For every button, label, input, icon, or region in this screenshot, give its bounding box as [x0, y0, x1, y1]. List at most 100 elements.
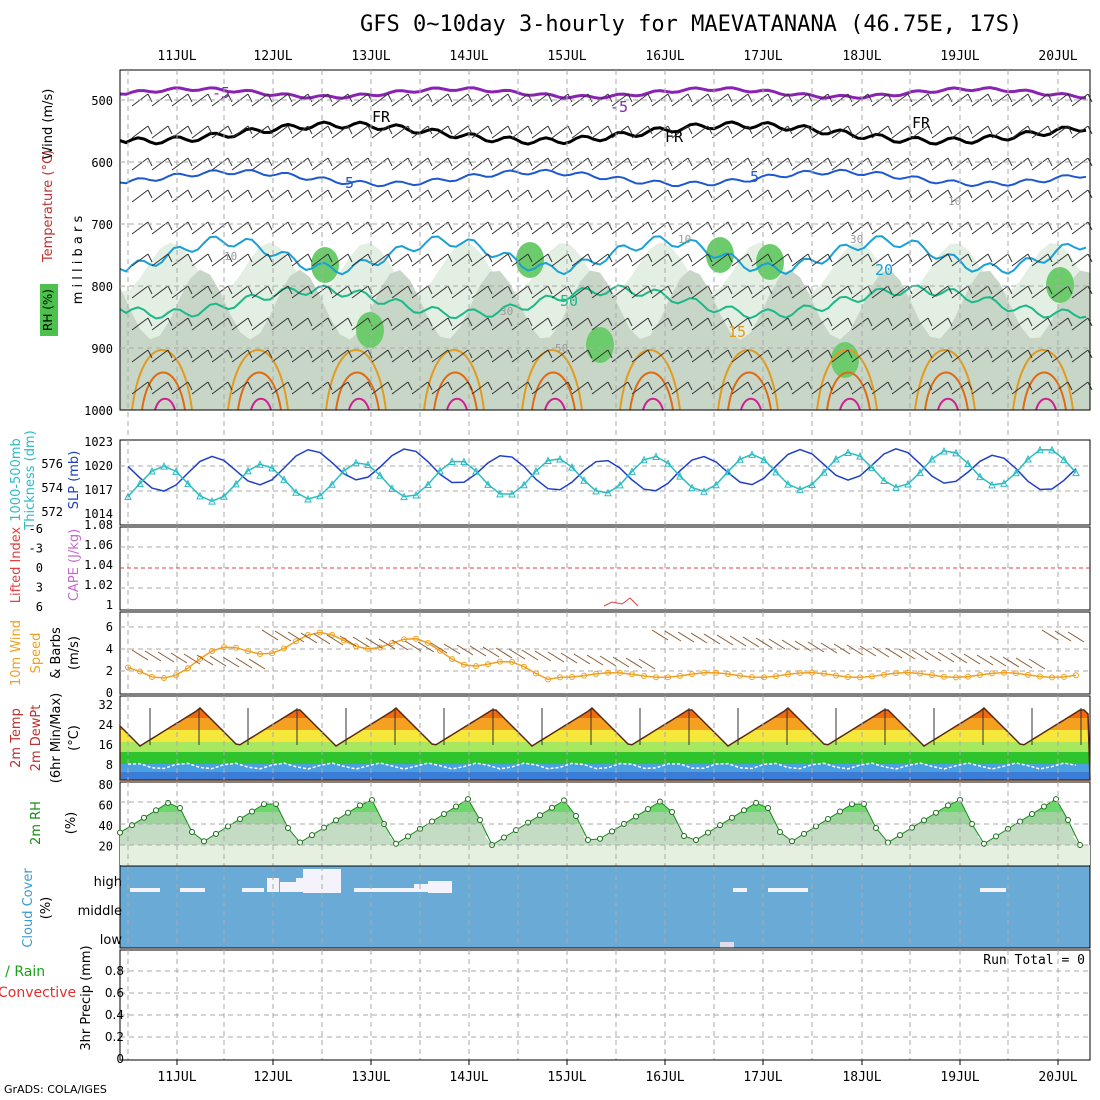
contour-20-arch	[325, 349, 387, 411]
wind-barb-flag	[207, 349, 213, 359]
wind-barb-flag	[267, 285, 273, 295]
wind-barb-flag	[887, 381, 893, 391]
wind10-marker	[785, 671, 791, 678]
thickness-line-marker	[652, 452, 660, 461]
wind-barb-shaft	[131, 381, 149, 395]
wind-barb	[471, 285, 493, 299]
precip-ylabel-convective: Convective	[0, 985, 76, 1001]
wind-barb-shaft	[331, 285, 349, 299]
wind-barb-flag	[807, 253, 813, 263]
wind-barb-shaft	[711, 93, 729, 107]
wind-barb	[971, 317, 993, 331]
wind-barb-shaft	[131, 157, 149, 171]
wind-barb-flag	[747, 189, 753, 199]
wind-barb-flag	[827, 349, 833, 359]
wind-barb-shaft	[1071, 125, 1089, 139]
wind-barb-shaft	[511, 317, 529, 331]
wind-barb	[751, 189, 773, 203]
wind-barb	[491, 253, 513, 267]
wind-barb-shaft	[971, 253, 989, 267]
wind-barb	[751, 349, 773, 363]
rh-marker	[693, 837, 699, 844]
cape-tick: 1	[106, 598, 113, 612]
wind-barb	[671, 285, 693, 299]
rh-marker	[537, 812, 543, 819]
thickness-ylabel-2: Thickness (dm)	[23, 430, 38, 530]
wind-barb	[831, 349, 853, 363]
wind-barb	[251, 317, 273, 331]
wind-barb-shaft	[731, 189, 749, 203]
wind-barb-flag	[967, 253, 973, 263]
contour-freezing-inner	[119, 124, 1087, 148]
wind-barb-flag	[467, 93, 473, 103]
wind-barb-flag	[687, 125, 693, 135]
wind-barb-flag	[187, 189, 193, 199]
wind-barb-shaft	[391, 157, 409, 171]
wind-barb-shaft	[651, 157, 669, 171]
wind-barb	[391, 381, 413, 395]
wind-barb-shaft	[1071, 317, 1089, 331]
wind-barb-shaft	[491, 157, 509, 171]
wind-barb-shaft	[611, 285, 629, 299]
thickness-line-marker	[388, 484, 396, 492]
wind-barb-shaft	[911, 317, 929, 331]
rh-marker	[573, 813, 579, 819]
wind10-barb	[287, 631, 305, 643]
wind-barb	[791, 349, 813, 363]
wind10-barb	[235, 657, 253, 669]
wind-barb-flag	[887, 285, 893, 295]
wind-barb-flag	[947, 221, 953, 231]
wind-barb-flag	[267, 125, 273, 135]
wind-barb	[591, 381, 613, 395]
wind-barb-shaft	[231, 349, 249, 363]
rh2m-tick: 60	[99, 799, 113, 813]
rh-marker	[441, 811, 447, 817]
thickness-line-marker	[232, 479, 240, 488]
thickness-tick: 576	[41, 457, 63, 471]
cloud-high-block	[280, 882, 296, 892]
wind-barb	[471, 317, 493, 331]
wind-barb-shaft	[391, 221, 409, 235]
wind-barb-shaft	[991, 93, 1009, 107]
wind-barb	[571, 253, 593, 267]
wind-barb-shaft	[1051, 349, 1069, 363]
date-label-top: 13JUL	[351, 49, 390, 64]
wind-barb-flag	[427, 189, 433, 199]
thickness-line-marker	[136, 479, 144, 487]
wind-barb-shaft	[911, 253, 929, 267]
wind-barb-shaft	[1031, 125, 1049, 139]
wind-barb-shaft	[491, 317, 509, 331]
wind-barb-shaft	[371, 285, 389, 299]
wind-barb	[471, 221, 493, 235]
wind-barb-shaft	[631, 253, 649, 267]
wind10-marker	[761, 674, 767, 681]
wind-barb-flag	[547, 253, 553, 263]
wind-barb	[331, 317, 353, 331]
wind-barb-shaft	[811, 189, 829, 203]
wind-barb-flag	[1027, 93, 1033, 103]
wind-barb-flag	[767, 285, 773, 295]
wind-barb	[611, 349, 633, 363]
wind-barb-flag	[387, 221, 393, 231]
contour-label: FR	[665, 128, 684, 146]
wind-barb	[811, 381, 833, 395]
wind10-barb	[807, 641, 825, 653]
wind-barb-shaft	[971, 189, 989, 203]
wind-barb-shaft	[471, 157, 489, 171]
wind-barb-flag	[847, 381, 853, 391]
wind-barb-flag	[287, 221, 293, 231]
wind-barb-flag	[607, 189, 613, 199]
wind-barb-shaft	[951, 349, 969, 363]
wind10-barb	[1054, 630, 1072, 642]
wind-barb	[551, 157, 573, 171]
contour-30-arch	[154, 397, 176, 411]
wind-barb-shaft	[551, 189, 569, 203]
wind-barb-shaft	[991, 157, 1009, 171]
wind-barb-flag	[327, 349, 333, 359]
wind-barb-shaft	[331, 157, 349, 171]
contour-30-arch	[1035, 397, 1057, 411]
wind-barb-shaft	[911, 349, 929, 363]
wind-barb-shaft	[191, 253, 209, 267]
thickness-line-marker	[148, 466, 156, 475]
wind-barb-flag	[327, 93, 333, 103]
